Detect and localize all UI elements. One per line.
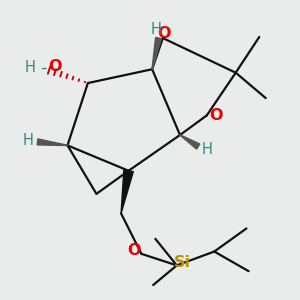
Text: O: O [209,108,223,123]
Text: H: H [24,60,35,75]
Text: -: - [40,59,46,77]
Polygon shape [37,139,68,146]
Text: H: H [150,22,161,37]
Text: H: H [23,133,34,148]
Text: Si: Si [174,255,191,270]
Text: O: O [48,59,62,74]
Text: O: O [158,26,171,41]
Polygon shape [152,38,161,69]
Text: H: H [202,142,213,157]
Polygon shape [121,170,133,214]
Text: O: O [127,243,141,258]
Polygon shape [180,135,200,149]
